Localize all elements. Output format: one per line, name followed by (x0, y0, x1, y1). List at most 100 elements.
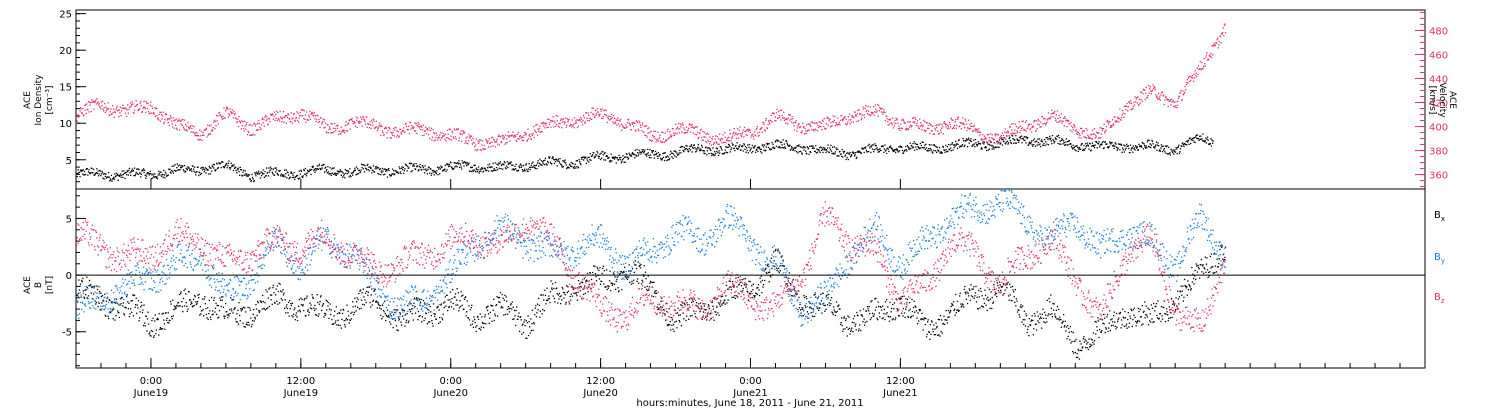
density-point (110, 174, 113, 176)
velocity-point (110, 108, 112, 110)
velocity-point (688, 127, 690, 129)
bx-point (212, 313, 214, 315)
density-point (480, 168, 482, 170)
velocity-point (1055, 114, 1057, 116)
density-point (1052, 140, 1055, 142)
velocity-point (533, 125, 535, 128)
velocity-point (870, 111, 873, 114)
velocity-point (1118, 121, 1120, 123)
density-point (1021, 142, 1023, 144)
bx-point (196, 302, 198, 305)
velocity-point (807, 129, 809, 131)
velocity-point (482, 148, 485, 150)
velocity-point (184, 129, 186, 131)
bx-point (199, 314, 201, 316)
bx-point (384, 312, 386, 315)
velocity-point (467, 140, 470, 142)
density-point (493, 169, 495, 172)
density-point (507, 166, 509, 169)
velocity-point (1151, 89, 1154, 92)
density-point (803, 149, 805, 151)
density-point (110, 179, 112, 181)
axis-ticks: 510152025360380400420440460480-5050:00Ju… (59, 10, 1448, 399)
bx-point (394, 311, 396, 314)
velocity-point (458, 140, 460, 142)
bx-point (489, 317, 491, 319)
bx-point (269, 287, 271, 289)
bx-point (230, 297, 232, 299)
density-point (292, 174, 294, 176)
density-point (113, 176, 115, 179)
bx-point (352, 301, 354, 303)
velocity-point (928, 127, 930, 130)
density-point (1136, 146, 1138, 148)
density-point (272, 168, 274, 170)
velocity-point (560, 119, 562, 121)
density-point (257, 172, 259, 174)
bx-point (369, 301, 371, 304)
velocity-point (151, 107, 154, 110)
velocity-point (659, 134, 661, 136)
velocity-point (599, 113, 601, 115)
density-point (841, 148, 843, 151)
velocity-point (131, 104, 133, 106)
velocity-point (251, 125, 253, 127)
bx-point (260, 301, 262, 303)
velocity-point (701, 136, 703, 139)
bx-point (365, 301, 367, 304)
velocity-point (850, 121, 852, 123)
bx-point (389, 313, 391, 315)
density-point (1124, 145, 1126, 147)
density-point (947, 143, 950, 146)
bx-point (480, 329, 482, 331)
velocity-point (1149, 87, 1151, 90)
bx-point (208, 299, 210, 302)
velocity-point (272, 118, 274, 120)
velocity-point (939, 129, 942, 131)
velocity-point (1015, 132, 1017, 135)
velocity-point (580, 118, 583, 120)
density-point (631, 152, 634, 154)
bx-point (189, 299, 191, 301)
density-point (730, 147, 733, 149)
density-point (728, 143, 730, 146)
velocity-point (654, 130, 657, 133)
bx-point (481, 321, 484, 324)
velocity-point (340, 126, 342, 128)
density-point (524, 168, 526, 170)
bx-point (434, 313, 436, 315)
bx-point (456, 288, 458, 290)
velocity-point (503, 136, 505, 138)
density-point (713, 155, 715, 157)
density-point (779, 147, 781, 149)
velocity-point (734, 134, 736, 136)
velocity-point (1212, 54, 1214, 56)
density-point (674, 155, 676, 157)
density-point (588, 156, 590, 158)
density-point (279, 169, 281, 172)
velocity-point (841, 115, 843, 117)
bx-point (117, 310, 119, 312)
bx-point (87, 295, 90, 297)
bx-point (178, 305, 180, 307)
density-point (140, 173, 142, 175)
density-point (1067, 144, 1069, 146)
velocity-point (1016, 131, 1019, 134)
velocity-point (982, 141, 984, 144)
velocity-point (656, 138, 658, 140)
velocity-point (370, 124, 372, 126)
velocity-point (389, 137, 391, 139)
density-point (878, 151, 880, 153)
velocity-point (225, 110, 227, 112)
density-point (308, 170, 310, 172)
bx-point (336, 324, 338, 326)
velocity-point (1173, 105, 1175, 107)
bx-point (482, 326, 485, 329)
velocity-point (1064, 117, 1066, 120)
velocity-point (423, 134, 425, 136)
bx-point (486, 306, 488, 308)
velocity-point (368, 123, 370, 125)
bx-point (459, 300, 461, 302)
density-point (664, 152, 666, 154)
bx-point (250, 317, 252, 319)
